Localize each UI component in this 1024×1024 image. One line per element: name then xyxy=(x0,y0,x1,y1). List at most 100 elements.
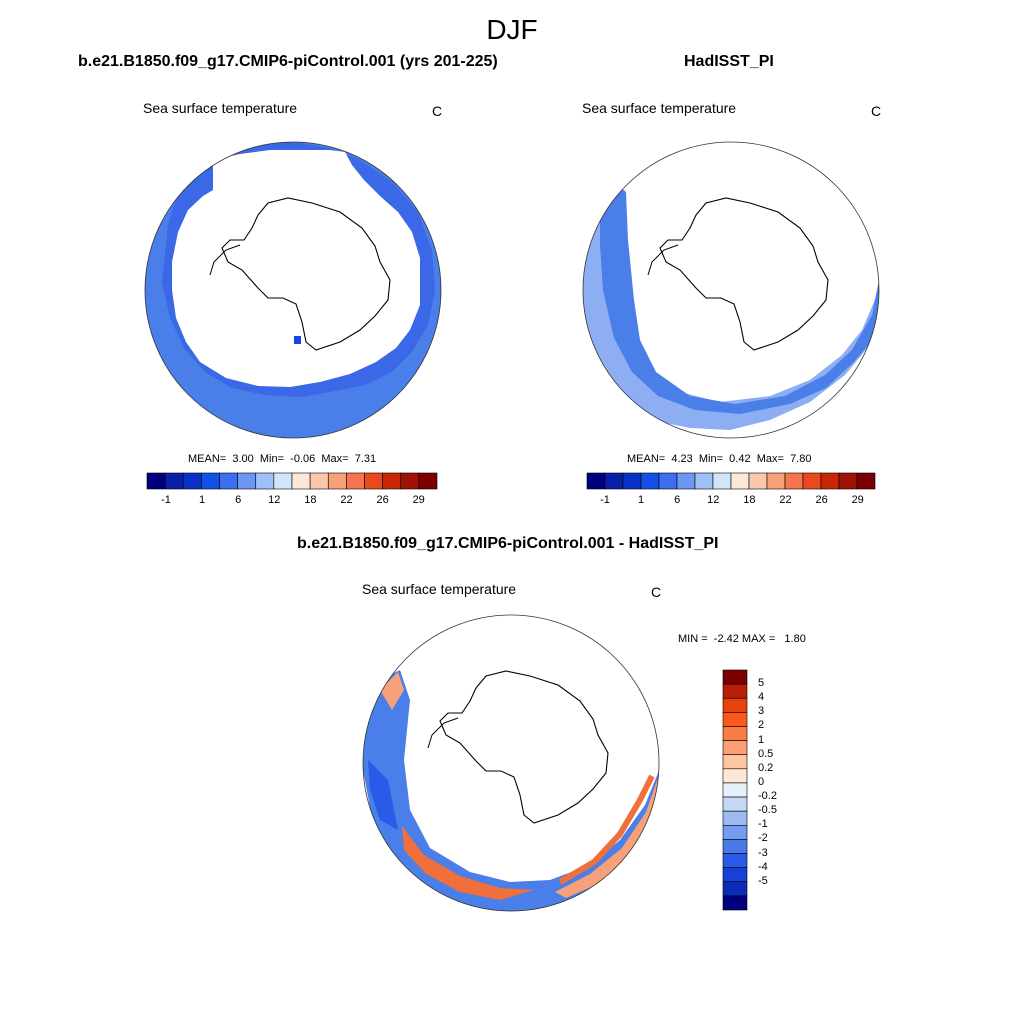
variable-label-obs: Sea surface temperature xyxy=(582,100,737,116)
colorbar-tick-model: 6 xyxy=(235,494,242,506)
map-obs xyxy=(582,141,880,439)
colorbar-swatch-model xyxy=(237,472,257,490)
colorbar-swatch-obs xyxy=(802,472,822,490)
colorbar-swatch-diff xyxy=(722,740,748,756)
panel-title-diff: b.e21.B1850.f09_g17.CMIP6-piControl.001 … xyxy=(297,535,719,552)
figure-title: DJF xyxy=(486,14,538,45)
colorbar-swatch-diff xyxy=(722,782,748,798)
colorbar-swatch-model xyxy=(346,472,365,490)
colorbar-swatch-diff xyxy=(722,726,748,741)
colorbar-tick-diff: 4 xyxy=(758,691,765,704)
colorbar-tick-diff: -4 xyxy=(758,860,768,873)
colorbar-tick-diff: -2 xyxy=(758,832,768,845)
colorbar-tick-obs: 6 xyxy=(674,494,681,506)
colorbar-swatch-diff xyxy=(722,824,748,840)
colorbar-tick-obs: 1 xyxy=(638,494,645,506)
colorbar-swatch-diff xyxy=(722,768,748,784)
colorbar-tick-diff: 3 xyxy=(758,705,765,718)
colorbar-tick-obs: -1 xyxy=(600,494,610,506)
colorbar-swatch-obs xyxy=(766,472,786,490)
colorbar-swatch-model xyxy=(182,472,202,490)
colorbar-swatch-model xyxy=(219,472,238,490)
colorbar-swatch-diff xyxy=(722,867,748,883)
map-diff xyxy=(362,614,660,912)
colorbar-obs xyxy=(586,472,876,490)
colorbar-tick-diff: 0.5 xyxy=(758,747,774,760)
colorbar-tick-diff: -0.2 xyxy=(758,790,777,803)
colorbar-swatch-model xyxy=(291,472,311,490)
colorbar-swatch-diff xyxy=(722,754,748,770)
colorbar-tick-model: 1 xyxy=(199,494,206,506)
colorbar-swatch-model xyxy=(309,472,329,490)
colorbar-swatch-diff xyxy=(722,881,748,897)
colorbar-swatch-obs xyxy=(694,472,714,490)
colorbar-swatch-model xyxy=(164,472,184,490)
colorbar-tick-model: -1 xyxy=(161,494,171,506)
colorbar-model xyxy=(146,472,438,490)
colorbar-swatch-obs xyxy=(784,472,804,490)
stat-max-diff: 1.80 xyxy=(784,633,806,645)
colorbar-tick-diff: 1 xyxy=(758,733,765,746)
colorbar-tick-diff: -3 xyxy=(758,846,768,859)
colorbar-swatch-obs xyxy=(622,472,642,490)
variable-label-diff: Sea surface temperature xyxy=(362,581,517,597)
colorbar-tick-diff: -0.5 xyxy=(758,804,777,817)
colorbar-swatch-obs xyxy=(640,472,660,490)
units-label-obs: C xyxy=(871,103,882,119)
colorbar-swatch-diff xyxy=(722,810,748,826)
colorbar-swatch-obs xyxy=(730,472,750,490)
colorbar-tick-diff: 5 xyxy=(758,677,765,690)
colorbar-swatch-obs xyxy=(748,472,768,490)
colorbar-swatch-model xyxy=(418,472,438,490)
colorbar-tick-obs: 29 xyxy=(851,494,864,506)
stats-model: MEAN= 3.00 Min= -0.06 Max= 7.31 xyxy=(188,453,377,465)
panel-title-obs: HadISST_PI xyxy=(684,53,774,70)
colorbar-tick-diff: 0 xyxy=(758,775,765,788)
units-label-diff: C xyxy=(651,584,662,600)
colorbar-diff xyxy=(722,669,748,911)
sst-field-model xyxy=(145,142,441,438)
colorbar-swatch-obs xyxy=(820,472,840,490)
colorbar-swatch-model xyxy=(382,472,402,490)
panel-title-model: b.e21.B1850.f09_g17.CMIP6-piControl.001 … xyxy=(78,53,498,70)
colorbar-swatch-diff xyxy=(722,895,748,911)
stats-diff: MIN = -2.42 MAX = 1.80 xyxy=(678,633,806,645)
colorbar-swatch-diff xyxy=(722,796,748,812)
colorbar-tick-model: 12 xyxy=(268,494,281,506)
stat-mean-obs: 4.23 xyxy=(671,453,693,465)
colorbar-swatch-diff xyxy=(722,839,748,854)
colorbar-tick-model: 22 xyxy=(340,494,353,506)
colorbar-swatch-diff xyxy=(722,712,748,727)
stat-max-obs: 7.80 xyxy=(790,453,812,465)
colorbar-swatch-obs xyxy=(604,472,624,490)
colorbar-tick-diff: -1 xyxy=(758,818,768,831)
colorbar-tick-obs: 26 xyxy=(815,494,828,506)
colorbar-tick-obs: 18 xyxy=(743,494,756,506)
map-model xyxy=(144,141,442,439)
stat-min-diff: -2.42 xyxy=(713,633,739,645)
units-label-model: C xyxy=(432,103,443,119)
colorbar-tick-model: 18 xyxy=(304,494,317,506)
colorbar-tick-diff: 0.2 xyxy=(758,761,774,774)
sst-diff-field xyxy=(363,615,659,911)
colorbar-swatch-obs xyxy=(586,472,606,490)
colorbar-swatch-obs xyxy=(712,472,732,490)
colorbar-swatch-obs xyxy=(676,472,696,490)
colorbar-tick-model: 29 xyxy=(412,494,425,506)
colorbar-swatch-obs xyxy=(838,472,858,490)
colorbar-swatch-model xyxy=(364,472,383,490)
colorbar-swatch-diff xyxy=(722,683,748,699)
stat-min-model: -0.06 xyxy=(290,453,316,465)
stat-min-obs: 0.42 xyxy=(729,453,751,465)
variable-label-model: Sea surface temperature xyxy=(143,100,298,116)
stats-obs: MEAN= 4.23 Min= 0.42 Max= 7.80 xyxy=(627,453,812,465)
colorbar-tick-obs: 22 xyxy=(779,494,792,506)
colorbar-swatch-diff xyxy=(722,669,748,685)
colorbar-swatch-model xyxy=(201,472,220,490)
colorbar-tick-diff: 2 xyxy=(758,719,765,732)
stat-max-model: 7.31 xyxy=(354,453,377,465)
colorbar-swatch-model xyxy=(400,472,420,490)
colorbar-swatch-obs xyxy=(856,472,876,490)
colorbar-swatch-diff xyxy=(722,697,748,713)
